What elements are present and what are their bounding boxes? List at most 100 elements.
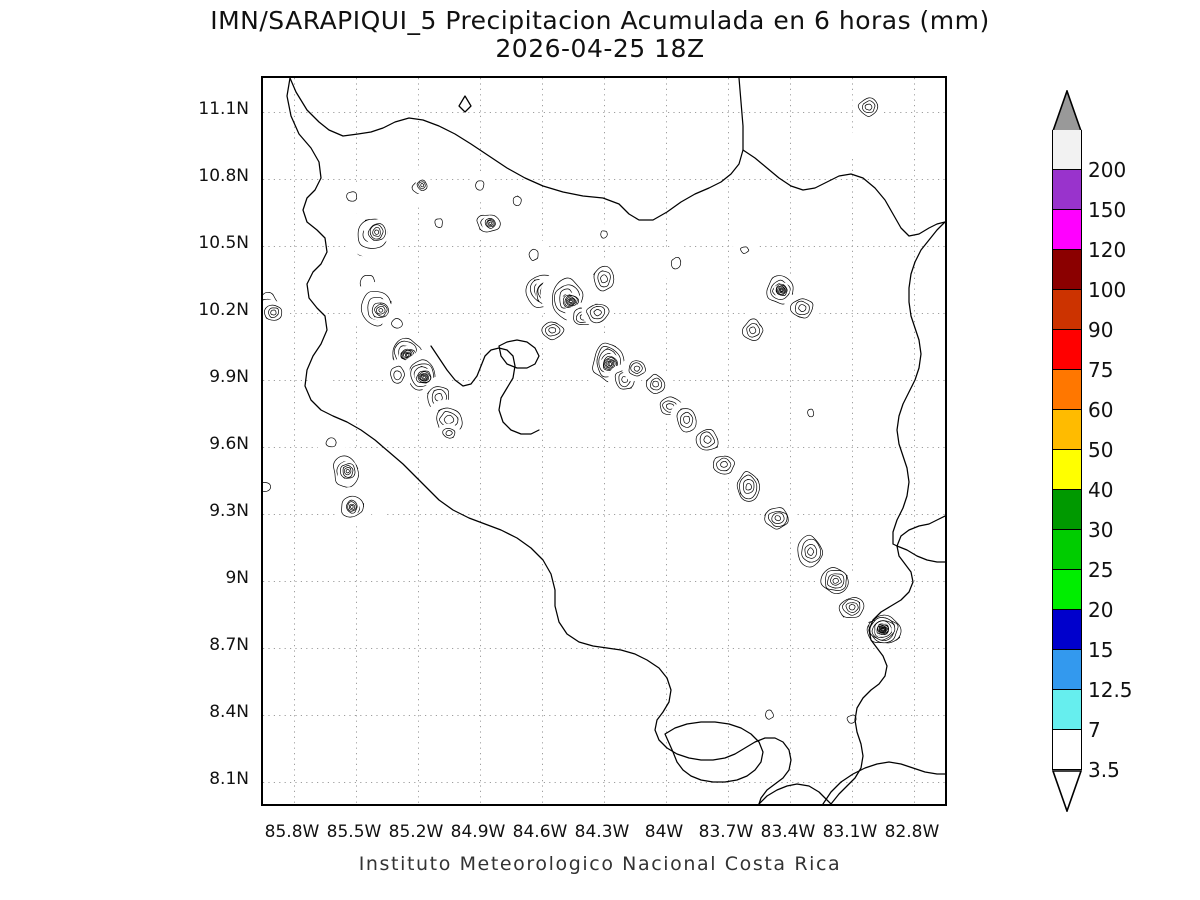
precip-contour-25 [350, 504, 354, 509]
colorbar-band-3.5[interactable] [1052, 730, 1082, 770]
precipitation-contour-layer [263, 91, 903, 731]
colorbar-band-40[interactable] [1052, 450, 1082, 490]
colorbar-band-120[interactable] [1052, 210, 1082, 250]
colorbar-band-12.5[interactable] [1052, 650, 1082, 690]
precip-contour-7 [370, 501, 382, 512]
precip-contour-12.5 [263, 482, 271, 493]
precip-contour-20 [683, 415, 691, 424]
longitude-tick-label-5: 84.3W [574, 822, 630, 842]
latitude-tick-label-3: 10.2N [198, 299, 249, 320]
precip-contour-20 [864, 103, 873, 111]
precip-contour-20 [749, 326, 757, 335]
precip-contour-40 [780, 288, 784, 292]
coastline-and-border-layer [286, 78, 945, 804]
colorbar-over-arrow [1051, 88, 1083, 132]
longitude-tick-label-1: 85.5W [326, 822, 382, 842]
precip-contour-12.5 [740, 246, 750, 254]
precip-contour-15 [393, 370, 402, 381]
longitude-tick [603, 804, 605, 806]
precip-contour-12.5 [600, 230, 608, 239]
longitude-tick-label-2: 85.2W [388, 822, 444, 842]
colorbar[interactable] [1051, 88, 1083, 814]
precip-contour-25 [774, 515, 781, 522]
colorbar-band-15[interactable] [1052, 610, 1082, 650]
longitude-tick [541, 804, 543, 806]
colorbar-under-arrow [1051, 770, 1083, 814]
longitude-tick-label-3: 84.9W [450, 822, 506, 842]
colorbar-label-40: 40 [1088, 478, 1114, 502]
colorbar-band-60[interactable] [1052, 370, 1082, 410]
latitude-tick [261, 446, 263, 448]
precip-contour-20 [420, 183, 425, 188]
latitude-tick [261, 245, 263, 247]
precip-contour-12.5 [670, 256, 682, 270]
colorbar-band-30[interactable] [1052, 490, 1082, 530]
colorbar-label-12.5: 12.5 [1088, 678, 1133, 702]
longitude-tick-label-10: 82.8W [884, 822, 940, 842]
latitude-tick-label-1: 10.8N [198, 165, 249, 186]
colorbar-label-20: 20 [1088, 598, 1114, 622]
precip-contour-25 [807, 547, 815, 556]
precip-contour-30 [832, 577, 839, 584]
precip-contour-40 [422, 375, 426, 379]
longitude-tick-label-7: 83.7W [698, 822, 754, 842]
latitude-tick-label-10: 8.1N [209, 768, 249, 789]
precip-contour-7 [329, 211, 342, 226]
colorbar-band-25[interactable] [1052, 530, 1082, 570]
colorbar-label-200: 200 [1088, 158, 1127, 182]
colorbar-label-25: 25 [1088, 558, 1114, 582]
precip-contour-12.5 [346, 191, 358, 202]
precip-contour-20 [703, 435, 712, 444]
latitude-tick-label-8: 8.7N [209, 634, 249, 655]
colorbar-label-90: 90 [1088, 318, 1114, 342]
colorbar-label-100: 100 [1088, 278, 1127, 302]
precip-contour-40 [405, 353, 410, 357]
longitude-tick-label-8: 83.4W [760, 822, 816, 842]
precip-contour-25 [745, 483, 752, 491]
colorbar-band-100[interactable] [1052, 250, 1082, 290]
colorbar-label-60: 60 [1088, 398, 1114, 422]
longitude-tick-label-0: 85.8W [264, 822, 320, 842]
precip-contour-40 [608, 362, 612, 366]
precip-contour-7 [310, 340, 320, 351]
longitude-tick [913, 804, 915, 806]
colorbar-label-150: 150 [1088, 198, 1127, 222]
precip-contour-12.5 [475, 180, 485, 191]
colorbar-label-120: 120 [1088, 238, 1127, 262]
precip-contour-25 [848, 604, 856, 611]
precip-contour-25 [374, 229, 380, 235]
precip-contour-12.5 [434, 218, 443, 228]
longitude-tick [789, 804, 791, 806]
colorbar-label-50: 50 [1088, 438, 1114, 462]
longitude-tick [479, 804, 481, 806]
precip-contour-7 [850, 138, 863, 151]
precip-contour-20 [652, 380, 659, 388]
precip-contour-12.5 [325, 437, 337, 448]
footer-attribution: Instituto Meteorologico Nacional Costa R… [358, 853, 842, 875]
precip-contour-7 [263, 622, 277, 638]
colorbar-band-50[interactable] [1052, 410, 1082, 450]
longitude-tick [851, 804, 853, 806]
latitude-tick [261, 513, 263, 515]
precip-contour-25 [378, 308, 384, 313]
colorbar-band-20[interactable] [1052, 570, 1082, 610]
longitude-tick [293, 804, 295, 806]
colorbar-band-150[interactable] [1052, 170, 1082, 210]
colorbar-band-90[interactable] [1052, 290, 1082, 330]
longitude-tick-label-6: 84W [644, 822, 684, 842]
colorbar-label-30: 30 [1088, 518, 1114, 542]
longitude-tick-label-4: 84.6W [512, 822, 568, 842]
latitude-tick [261, 312, 263, 314]
latitude-tick [261, 714, 263, 716]
precip-contour-12.5 [512, 195, 522, 207]
colorbar-label-15: 15 [1088, 638, 1114, 662]
latitude-tick [261, 580, 263, 582]
precip-contour-7 [263, 354, 274, 370]
colorbar-band-75[interactable] [1052, 330, 1082, 370]
longitude-tick [417, 804, 419, 806]
colorbar-band-7[interactable] [1052, 690, 1082, 730]
colorbar-label-7: 7 [1088, 718, 1101, 742]
map-plot-area [261, 76, 947, 806]
colorbar-band-200[interactable] [1052, 130, 1082, 170]
latitude-tick-label-6: 9.3N [209, 500, 249, 521]
